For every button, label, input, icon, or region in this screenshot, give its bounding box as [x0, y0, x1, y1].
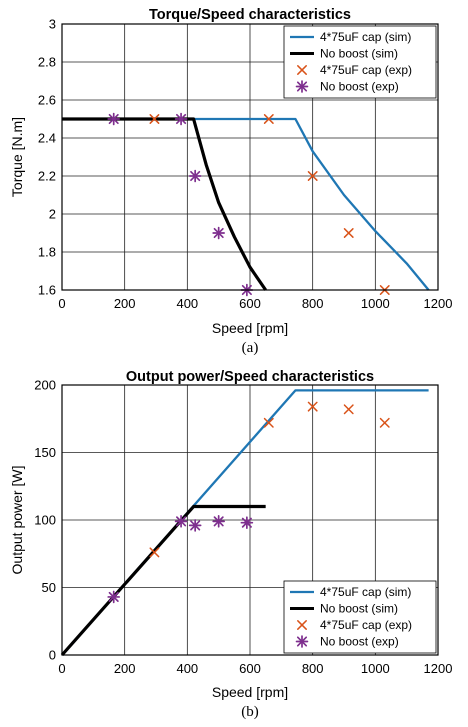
data-point-4-75uf-cap-exp [149, 114, 160, 124]
panel-caption: (a) [242, 340, 259, 356]
torque-speed-chart: 0 200 400 600 800 1000 1200 1.6 1.8 2 2.2 2.4 2.6 2.… [9, 7, 452, 356]
y-tick-label: 150 [34, 445, 56, 460]
x-tick-label: 1200 [424, 661, 453, 676]
x-tick-labels: 0 200 400 600 800 1000 1200 [58, 661, 452, 676]
data-point-4-75uf-cap-exp [343, 404, 354, 415]
chart-title: Torque/Speed characteristics [149, 7, 351, 23]
panel-caption: (b) [241, 704, 259, 720]
x-tick-label: 1200 [424, 296, 453, 311]
legend-label: 4*75uF cap (sim) [320, 585, 411, 599]
y-tick-label: 50 [42, 580, 56, 595]
data-point-no-boost-exp [107, 112, 121, 126]
data-point-no-boost-exp [188, 169, 202, 183]
plot-frame [61, 384, 439, 656]
x-tick-label: 1000 [361, 661, 390, 676]
data-point-4-75uf-cap-exp [379, 417, 390, 428]
legend-swatch-4-75uf-cap-exp [297, 65, 307, 75]
legend: 4*75uF cap (sim) No boost (sim) 4*75uF cap… [283, 25, 437, 99]
legend-label: No boost (exp) [320, 80, 399, 94]
x-tick-label: 600 [239, 296, 261, 311]
legend: 4*75uF cap (sim) No boost (sim) 4*75uF cap… [283, 580, 437, 654]
data-point-no-boost-exp [212, 515, 225, 528]
data-point-4-75uf-cap-exp [263, 114, 274, 124]
legend-label: No boost (sim) [320, 602, 398, 616]
data-point-4-75uf-cap-exp [149, 547, 160, 558]
series-group [60, 389, 429, 657]
power-speed-chart: 0 200 400 600 800 1000 1200 0 50 100 150 200 Outpu… [9, 369, 452, 720]
x-tick-labels: 0 200 400 600 800 1000 1200 [58, 296, 452, 311]
x-tick-label: 1000 [361, 296, 390, 311]
x-tick-label: 0 [58, 296, 65, 311]
data-point-no-boost-exp [107, 590, 121, 604]
y-tick-labels: 0 50 100 150 200 [34, 378, 56, 663]
y-tick-label: 2.8 [38, 55, 56, 70]
data-point-4-75uf-cap-exp [343, 228, 354, 238]
y-axis-label: Torque [N.m] [9, 117, 25, 197]
y-tick-label: 200 [34, 378, 56, 393]
y-tick-label: 2.4 [38, 131, 56, 146]
series-line-4-75uf-cap-sim [62, 117, 430, 291]
y-tick-labels: 1.6 1.8 2 2.2 2.4 2.6 2.8 3 [38, 17, 56, 298]
chart-title: Output power/Speed characteristics [126, 369, 374, 385]
y-tick-label: 2 [49, 207, 56, 222]
data-point-4-75uf-cap-exp [307, 401, 318, 412]
y-tick-label: 1.8 [38, 245, 56, 260]
x-tick-label: 0 [58, 661, 65, 676]
x-tick-label: 200 [114, 661, 136, 676]
x-tick-label: 400 [176, 296, 198, 311]
legend-swatch-no-boost-exp [295, 80, 309, 93]
y-axis-label: Output power [W] [9, 466, 25, 575]
plot-frame [61, 23, 439, 291]
data-point-no-boost-exp [240, 516, 254, 530]
legend-label: 4*75uF cap (sim) [320, 30, 411, 44]
x-tick-label: 400 [176, 661, 198, 676]
data-point-no-boost-exp [188, 519, 202, 532]
legend-label: 4*75uF cap (exp) [320, 63, 412, 77]
data-point-no-boost-exp [174, 515, 188, 528]
y-tick-label: 1.6 [38, 283, 56, 298]
legend-label: No boost (exp) [320, 635, 399, 649]
legend-label: 4*75uF cap (exp) [320, 618, 412, 632]
data-point-no-boost-exp [212, 226, 225, 240]
x-tick-label: 200 [114, 296, 136, 311]
data-point-no-boost-exp [174, 112, 188, 126]
legend-swatch-4-75uf-cap-exp [297, 620, 307, 630]
y-tick-label: 2.6 [38, 93, 56, 108]
series-line-no-boost-sim [60, 504, 266, 657]
x-tick-label: 800 [302, 296, 324, 311]
x-axis-label: Speed [rpm] [212, 684, 288, 700]
legend-label: No boost (sim) [320, 47, 398, 61]
x-tick-label: 800 [302, 661, 324, 676]
data-point-4-75uf-cap-exp [263, 417, 274, 428]
data-point-4-75uf-cap-exp [307, 171, 318, 181]
legend-swatch-no-boost-exp [295, 635, 309, 648]
y-tick-label: 2.2 [38, 169, 56, 184]
series-group [62, 112, 430, 297]
y-tick-label: 0 [49, 648, 56, 663]
x-axis-label: Speed [rpm] [212, 320, 288, 336]
y-tick-label: 100 [34, 513, 56, 528]
x-tick-label: 600 [239, 661, 261, 676]
y-tick-label: 3 [49, 17, 56, 32]
series-line-no-boost-sim [62, 117, 267, 291]
